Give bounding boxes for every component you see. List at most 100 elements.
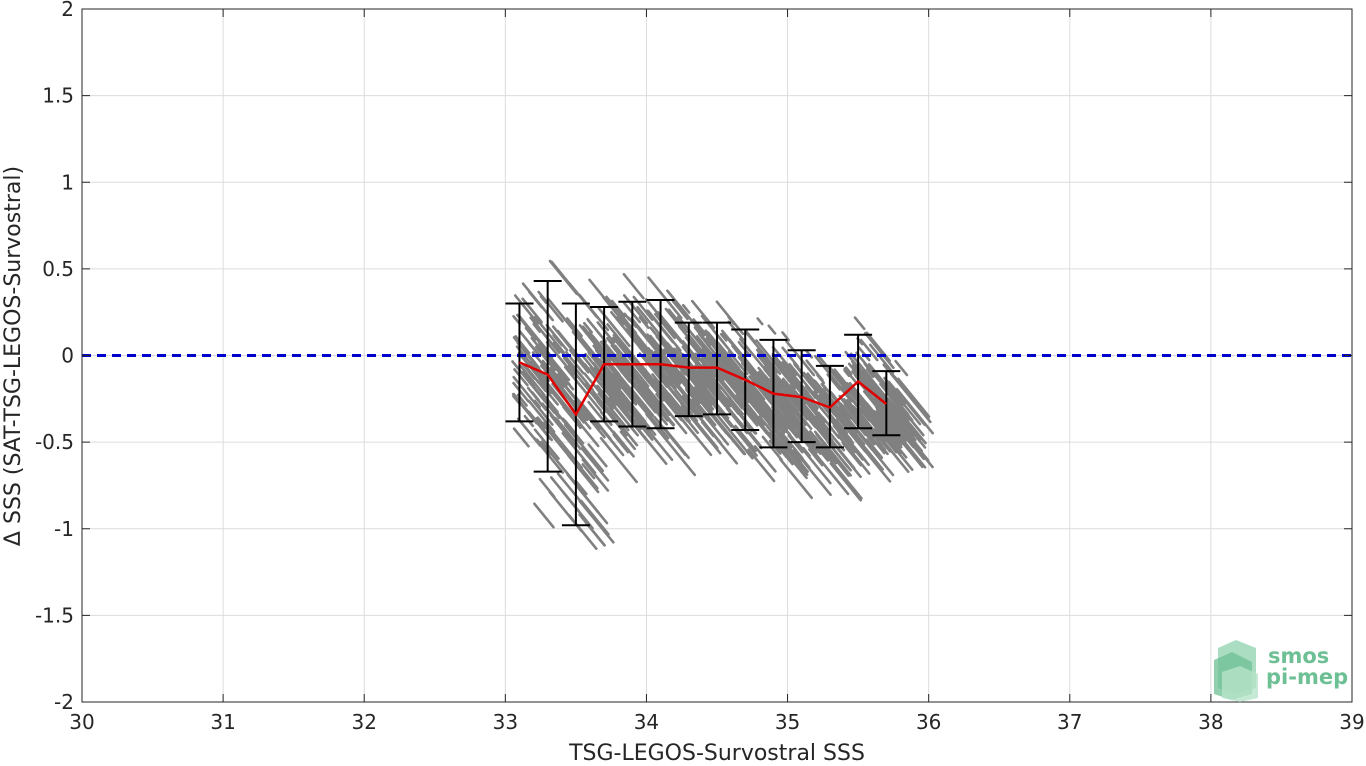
scatter-streak bbox=[679, 374, 690, 387]
scatter-streak bbox=[541, 392, 559, 414]
scatter-streak bbox=[869, 379, 883, 396]
scatter-streak bbox=[527, 341, 539, 355]
scatter-streak bbox=[876, 412, 900, 440]
scatter-streak bbox=[586, 317, 608, 343]
scatter-streak bbox=[694, 352, 716, 379]
scatter-streak bbox=[644, 298, 683, 344]
scatter-streak bbox=[872, 428, 893, 452]
scatter-streak bbox=[582, 321, 593, 334]
scatter-streak bbox=[834, 381, 853, 403]
scatter-streak bbox=[612, 366, 621, 376]
scatter-streak bbox=[653, 383, 677, 412]
scatter-streak bbox=[675, 411, 713, 457]
scatter-streak bbox=[533, 315, 565, 354]
scatter-streak bbox=[756, 406, 789, 445]
scatter-streak bbox=[878, 428, 914, 471]
x-tick-label: 33 bbox=[493, 710, 518, 734]
scatter-streak bbox=[889, 408, 917, 442]
scatter-streak bbox=[675, 351, 717, 402]
scatter-streak bbox=[677, 315, 718, 365]
scatter-streak bbox=[671, 299, 689, 321]
scatter-streak bbox=[863, 362, 875, 376]
scatter-streak bbox=[838, 394, 865, 427]
grid bbox=[82, 9, 1352, 702]
scatter-streak bbox=[879, 426, 903, 455]
scatter-streak bbox=[850, 430, 884, 471]
scatter-streak bbox=[693, 386, 707, 403]
scatter-streak bbox=[600, 411, 613, 426]
x-tick-label: 31 bbox=[210, 710, 235, 734]
scatter-streak bbox=[596, 321, 616, 344]
scatter-streak bbox=[849, 389, 858, 398]
scatter-streak bbox=[551, 325, 573, 351]
scatter-streak bbox=[605, 336, 636, 374]
scatter-streak bbox=[534, 345, 557, 372]
scatter-streak bbox=[651, 337, 667, 356]
scatter-streak bbox=[715, 412, 754, 460]
scatter-streak bbox=[820, 382, 828, 392]
scatter-streak bbox=[583, 372, 615, 410]
scatter-streak bbox=[545, 341, 575, 377]
scatter-streak bbox=[750, 392, 774, 420]
x-tick-label: 34 bbox=[634, 710, 659, 734]
scatter-streak bbox=[666, 289, 706, 337]
x-tick-label: 36 bbox=[916, 710, 941, 734]
y-tick-label: 1.5 bbox=[42, 84, 74, 108]
scatter-streak bbox=[663, 358, 701, 405]
scatter-streak bbox=[814, 415, 831, 434]
scatter-streak bbox=[635, 324, 670, 366]
y-axis-ticks: -2 -1.5 -1 -0.5 0 0.5 1 1.5 2 bbox=[35, 0, 1352, 714]
scatter-streak bbox=[865, 368, 875, 379]
scatter-streak bbox=[606, 376, 624, 397]
scatter-streak bbox=[890, 387, 922, 426]
scatter-streak bbox=[585, 408, 625, 457]
scatter-streak bbox=[636, 339, 645, 350]
y-axis-label: Δ SSS (SAT-TSG-LEGOS-Survostral) bbox=[1, 166, 26, 546]
scatter-streak bbox=[529, 371, 540, 384]
scatter-streak bbox=[527, 399, 556, 434]
scatter-streak bbox=[756, 317, 764, 326]
scatter-streak bbox=[810, 401, 819, 411]
scatter-streak bbox=[700, 314, 726, 345]
logo-text-smos: smos bbox=[1268, 644, 1329, 668]
scatter-streak bbox=[853, 316, 866, 331]
scatter-streak bbox=[799, 384, 816, 404]
scatter-streak bbox=[759, 424, 769, 435]
scatter-streak bbox=[660, 401, 688, 435]
y-tick-label: -2 bbox=[54, 690, 74, 714]
scatter-streak bbox=[555, 418, 579, 446]
x-tick-label: 39 bbox=[1339, 710, 1364, 734]
scatter-streak bbox=[681, 345, 710, 380]
scatter-streak bbox=[774, 407, 804, 442]
scatter-streak bbox=[785, 339, 816, 377]
scatter-streak bbox=[519, 365, 546, 397]
scatter-streak bbox=[612, 399, 648, 442]
scatter-streak bbox=[753, 445, 777, 473]
scatter-streak bbox=[641, 365, 661, 388]
y-tick-label: 0.5 bbox=[42, 257, 74, 281]
scatter-streak bbox=[563, 419, 576, 433]
y-tick-label: 0 bbox=[61, 344, 74, 368]
scatter-streak bbox=[643, 356, 663, 379]
scatter-streak bbox=[646, 333, 662, 352]
scatter-streak bbox=[637, 382, 675, 427]
y-tick-label: -0.5 bbox=[35, 430, 74, 454]
scatter-streak bbox=[793, 375, 802, 386]
scatter-streak bbox=[562, 356, 576, 373]
scatter-streak bbox=[856, 414, 887, 451]
scatter-streak bbox=[612, 430, 635, 458]
scatter-streak bbox=[805, 359, 824, 382]
scatter-streak bbox=[763, 365, 799, 409]
scatter-streak bbox=[879, 424, 908, 459]
scatter-streak bbox=[667, 308, 689, 334]
scatter-streak bbox=[634, 418, 654, 441]
scatter-streak bbox=[654, 425, 697, 477]
scatter-streak bbox=[774, 391, 800, 422]
scatter-streak bbox=[536, 416, 570, 457]
scatter-streak bbox=[802, 446, 812, 458]
scatter-streak bbox=[546, 297, 586, 345]
scatter-streak bbox=[836, 434, 871, 475]
scatter-streak bbox=[647, 276, 683, 320]
scatter-streak bbox=[747, 448, 776, 483]
